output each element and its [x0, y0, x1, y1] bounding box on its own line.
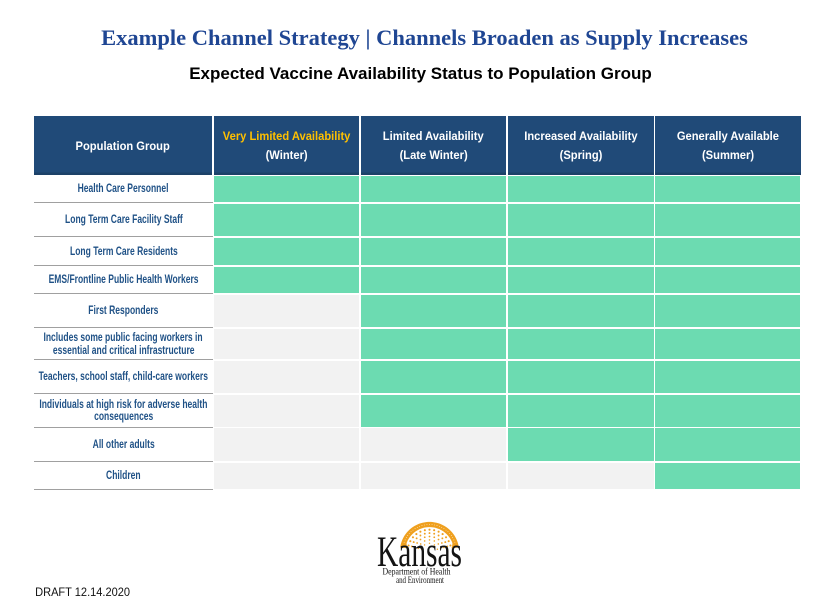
svg-text:Department of Health: Department of Health: [383, 566, 451, 576]
svg-text:and Environment: and Environment: [396, 575, 444, 585]
svg-text:Kansas: Kansas: [377, 529, 462, 576]
